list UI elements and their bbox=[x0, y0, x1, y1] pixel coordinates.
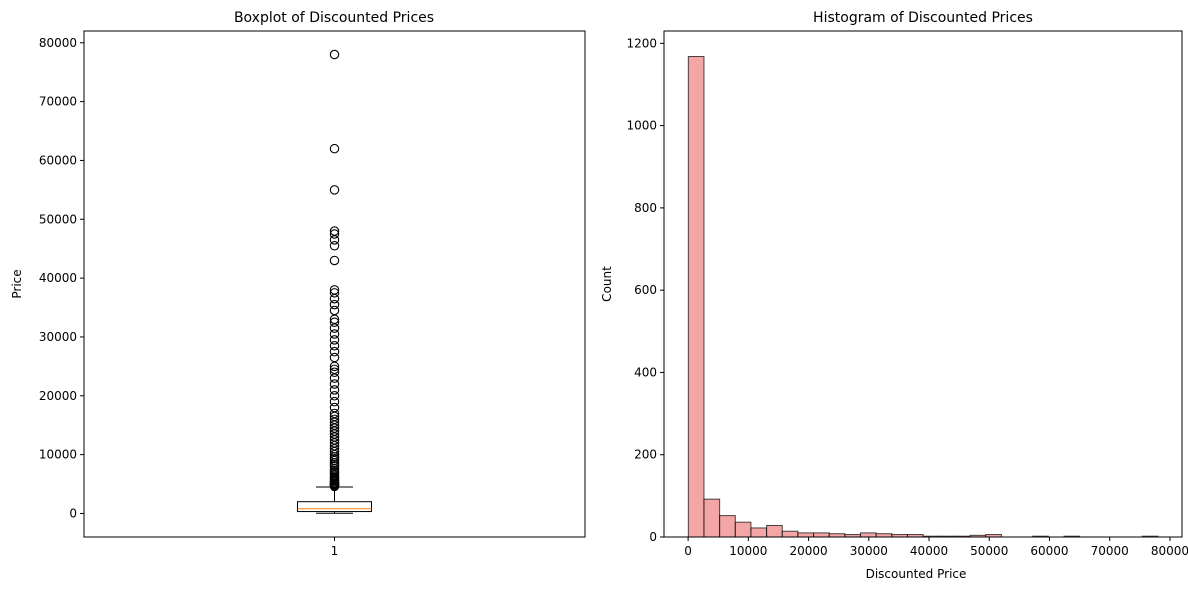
boxplot-x-ticks: 1 bbox=[331, 537, 339, 558]
histogram-bar bbox=[766, 524, 783, 538]
histogram-x-ticks: 0 10000 20000 30000 40000 50000 60000 70000 8000… bbox=[684, 537, 1188, 558]
histogram-x-tick-label: 20000 bbox=[789, 544, 827, 558]
boxplot-outlier bbox=[329, 379, 340, 389]
histogram-x-tick-label: 70000 bbox=[1091, 544, 1129, 558]
histogram-bar bbox=[797, 532, 815, 538]
histogram-bar bbox=[813, 532, 830, 538]
histogram-x-tick-label: 50000 bbox=[970, 544, 1008, 558]
boxplot-y-tick-label: 40000 bbox=[39, 271, 77, 285]
histogram-bar bbox=[703, 498, 721, 538]
boxplot-outlier bbox=[329, 185, 340, 195]
boxplot-outlier bbox=[329, 288, 340, 298]
boxplot-panel: Boxplot of Discounted Prices Price 0 1000… bbox=[10, 10, 586, 558]
histogram-y-tick-label: 400 bbox=[634, 365, 657, 379]
boxplot-marks bbox=[297, 49, 372, 514]
boxplot-outlier bbox=[329, 226, 340, 236]
histogram-y-tick-label: 200 bbox=[634, 448, 657, 462]
boxplot-outlier bbox=[329, 396, 340, 407]
boxplot-y-tick-label: 70000 bbox=[39, 95, 77, 109]
histogram-plot-area bbox=[663, 30, 1183, 538]
histogram-y-tick-label: 0 bbox=[649, 530, 657, 544]
histogram-bar bbox=[687, 56, 705, 538]
histogram-panel: Histogram of Discounted Prices Count Dis… bbox=[600, 10, 1188, 581]
boxplot-outlier bbox=[329, 385, 340, 395]
boxplot-outlier bbox=[329, 241, 340, 251]
histogram-title: Histogram of Discounted Prices bbox=[813, 10, 1033, 26]
histogram-bar bbox=[781, 530, 799, 538]
histogram-x-tick-label: 30000 bbox=[850, 544, 888, 558]
histogram-y-ticks: 0 200 400 600 800 1000 1200 bbox=[626, 36, 664, 544]
boxplot-outlier bbox=[329, 391, 340, 401]
boxplot-x-tick-label: 1 bbox=[331, 544, 339, 558]
histogram-x-axis-label: Discounted Price bbox=[866, 567, 967, 581]
boxplot-outlier bbox=[329, 364, 340, 375]
histogram-y-tick-label: 1000 bbox=[626, 119, 657, 133]
boxplot-outlier bbox=[329, 317, 340, 327]
histogram-bars bbox=[687, 56, 1159, 538]
boxplot-outlier bbox=[329, 408, 340, 419]
boxplot-outlier bbox=[329, 229, 340, 239]
histogram-x-tick-label: 40000 bbox=[910, 544, 948, 558]
boxplot-box bbox=[297, 501, 372, 513]
histogram-y-tick-label: 600 bbox=[634, 283, 657, 297]
boxplot-outlier bbox=[329, 335, 340, 345]
boxplot-outlier bbox=[329, 341, 340, 351]
boxplot-outlier bbox=[329, 305, 340, 316]
boxplot-outlier bbox=[329, 255, 340, 266]
boxplot-outlier bbox=[329, 329, 340, 339]
boxplot-outlier bbox=[329, 143, 340, 154]
histogram-bar bbox=[860, 532, 877, 538]
boxplot-outlier bbox=[329, 285, 340, 295]
boxplot-outlier bbox=[329, 49, 340, 60]
histogram-y-tick-label: 1200 bbox=[626, 36, 657, 50]
boxplot-outlier bbox=[329, 414, 340, 425]
boxplot-y-tick-label: 30000 bbox=[39, 330, 77, 344]
boxplot-title: Boxplot of Discounted Prices bbox=[234, 10, 434, 26]
boxplot-y-tick-label: 80000 bbox=[39, 36, 77, 50]
histogram-bar bbox=[750, 527, 768, 538]
histogram-x-tick-label: 60000 bbox=[1030, 544, 1068, 558]
boxplot-y-tick-label: 20000 bbox=[39, 389, 77, 403]
boxplot-y-axis-label: Price bbox=[10, 269, 24, 298]
boxplot-y-tick-label: 50000 bbox=[39, 212, 77, 226]
histogram-x-tick-label: 10000 bbox=[729, 544, 767, 558]
histogram-y-axis-label: Count bbox=[600, 266, 614, 302]
boxplot-outlier bbox=[329, 367, 340, 378]
histogram-x-tick-label: 0 bbox=[684, 544, 692, 558]
boxplot-outlier bbox=[329, 299, 340, 310]
boxplot-y-tick-label: 10000 bbox=[39, 448, 77, 462]
boxplot-outlier bbox=[329, 352, 340, 363]
boxplot-y-tick-label: 0 bbox=[69, 506, 77, 520]
histogram-y-tick-label: 800 bbox=[634, 201, 657, 215]
boxplot-y-tick-label: 60000 bbox=[39, 153, 77, 167]
boxplot-plot-area bbox=[83, 30, 586, 538]
boxplot-y-ticks: 0 10000 20000 30000 40000 50000 60000 70000 8000… bbox=[39, 36, 84, 520]
histogram-x-tick-label: 80000 bbox=[1151, 544, 1188, 558]
histogram-bar bbox=[719, 515, 736, 538]
boxplot-outlier bbox=[329, 346, 340, 357]
boxplot-outlier bbox=[329, 402, 340, 413]
histogram-bar bbox=[734, 521, 752, 538]
